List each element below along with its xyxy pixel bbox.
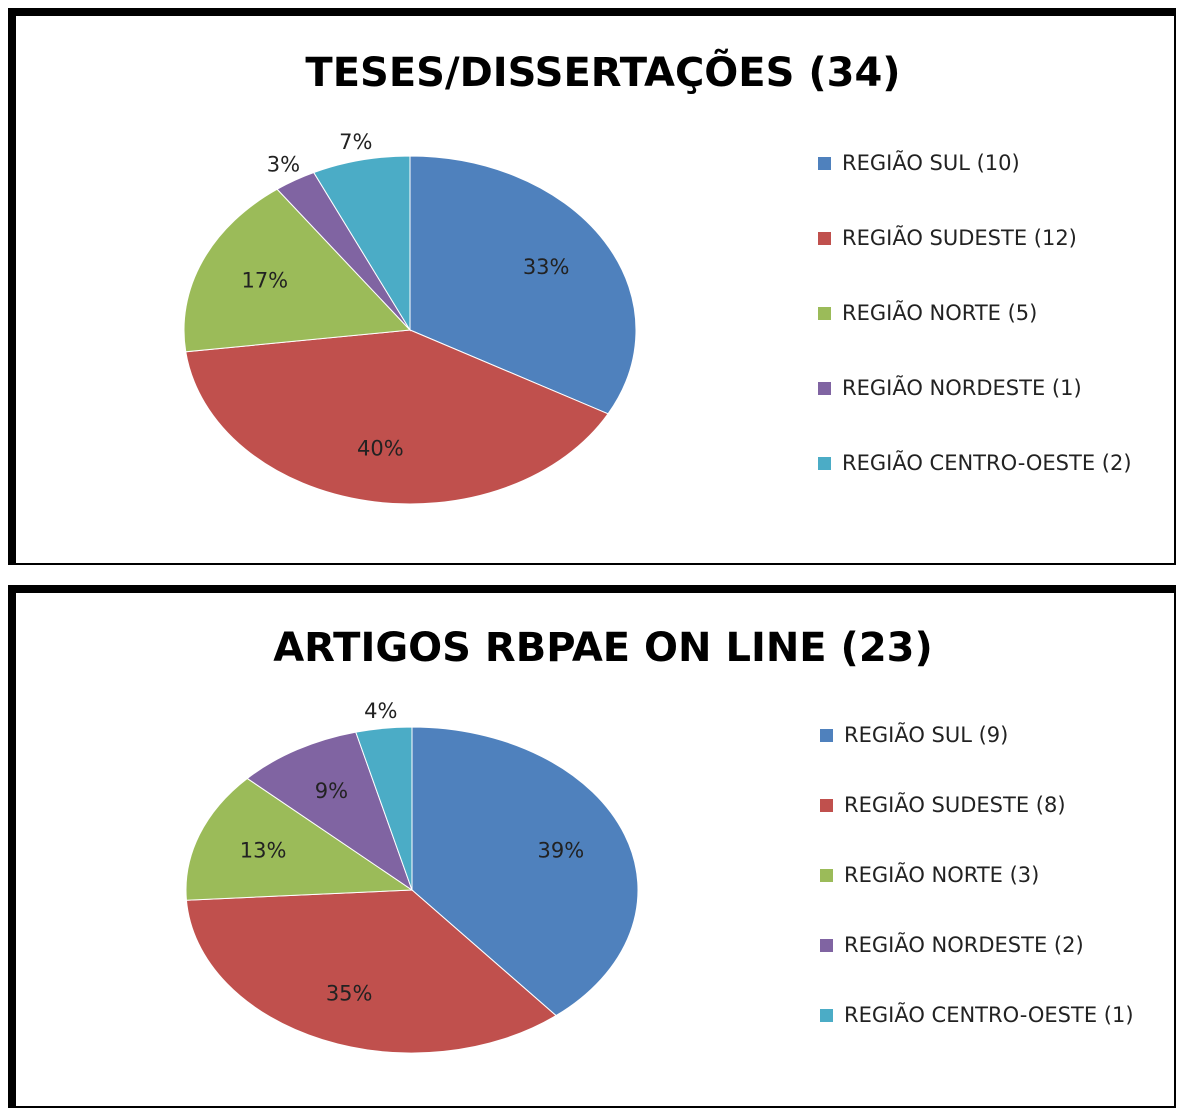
pie-slice (185, 777, 414, 901)
legend-swatch (818, 307, 831, 320)
pie-slice (313, 155, 411, 332)
pie-slice (355, 726, 413, 891)
legend-entry: REGIÃO SUDESTE (12) (818, 223, 1162, 253)
legend-label: REGIÃO NORTE (5) (842, 301, 1038, 325)
data-label: 4% (364, 699, 397, 723)
legend-label: REGIÃO SUL (10) (842, 151, 1020, 175)
chart-title: TESES/DISSERTAÇÕES (34) (305, 48, 900, 96)
legend-label: REGIÃO SUDESTE (12) (842, 226, 1077, 250)
legend-swatch (820, 939, 833, 952)
legend-label: REGIÃO SUL (9) (844, 723, 1009, 747)
legend-entry: REGIÃO NORDESTE (1) (818, 373, 1162, 403)
legend-entry: REGIÃO NORDESTE (2) (820, 930, 1164, 960)
legend-swatch (818, 457, 831, 470)
pie-slice (183, 188, 412, 353)
legend-label: REGIÃO SUDESTE (8) (844, 793, 1066, 817)
data-label: 3% (267, 152, 300, 176)
data-label: 17% (241, 269, 288, 293)
pie-slice (411, 726, 639, 1017)
legend-label: REGIÃO CENTRO-OESTE (2) (842, 451, 1132, 475)
legend-swatch (818, 232, 831, 245)
legend-label: REGIÃO NORTE (3) (844, 863, 1040, 887)
pie-slice (409, 155, 637, 415)
legend-entry: REGIÃO CENTRO-OESTE (1) (820, 1000, 1164, 1030)
legend-entry: REGIÃO CENTRO-OESTE (2) (818, 448, 1162, 478)
legend-swatch (820, 799, 833, 812)
legend-entry: REGIÃO SUL (10) (818, 148, 1162, 178)
data-label: 33% (523, 255, 570, 279)
data-label: 9% (315, 779, 348, 803)
legend-label: REGIÃO NORDESTE (2) (844, 933, 1084, 957)
data-label: 39% (538, 838, 585, 862)
legend-swatch (818, 382, 831, 395)
pie-slice (185, 889, 557, 1054)
legend-swatch (820, 869, 833, 882)
data-label: 13% (240, 838, 287, 862)
legend-swatch (820, 729, 833, 742)
legend-swatch (818, 157, 831, 170)
legend-label: REGIÃO NORDESTE (1) (842, 376, 1082, 400)
data-label: 35% (326, 982, 373, 1006)
legend-entry: REGIÃO SUL (9) (820, 720, 1164, 750)
pie-slice (185, 329, 609, 505)
legend-entry: REGIÃO SUDESTE (8) (820, 790, 1164, 820)
legend-entry: REGIÃO NORTE (3) (820, 860, 1164, 890)
legend-label: REGIÃO CENTRO-OESTE (1) (844, 1003, 1134, 1027)
pie-slice (246, 731, 413, 892)
data-label: 7% (339, 130, 372, 154)
data-label: 40% (357, 437, 404, 461)
legend-swatch (820, 1009, 833, 1022)
chart-title: ARTIGOS RBPAE ON LINE (23) (273, 625, 933, 671)
legend-entry: REGIÃO NORTE (5) (818, 298, 1162, 328)
